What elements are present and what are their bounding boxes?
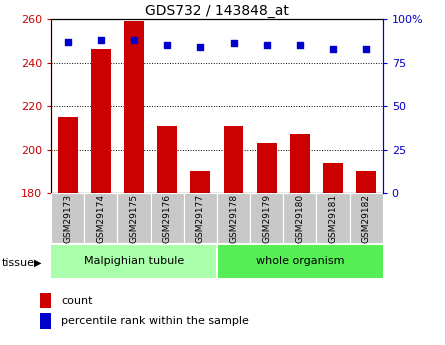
Text: GSM29180: GSM29180 [295, 194, 304, 243]
Text: count: count [61, 296, 93, 306]
Bar [257, 143, 277, 193]
Bar [91, 49, 111, 193]
Point [230, 41, 237, 46]
Bar [217, 245, 383, 278]
Point [263, 42, 270, 48]
Bar [157, 126, 177, 193]
Text: Malpighian tubule: Malpighian tubule [84, 256, 184, 266]
Bar [40, 313, 51, 329]
Text: GSM29178: GSM29178 [229, 194, 238, 243]
Bar [223, 126, 243, 193]
Bar [250, 193, 283, 243]
Text: GSM29174: GSM29174 [97, 194, 105, 243]
Bar [290, 135, 310, 193]
Text: GSM29179: GSM29179 [262, 194, 271, 243]
Title: GDS732 / 143848_at: GDS732 / 143848_at [145, 4, 289, 18]
Text: GSM29173: GSM29173 [63, 194, 72, 243]
Text: GSM29181: GSM29181 [328, 194, 337, 243]
Text: ▶: ▶ [34, 258, 42, 268]
Point [130, 37, 138, 43]
Text: percentile rank within the sample: percentile rank within the sample [61, 316, 249, 326]
Bar [51, 245, 217, 278]
Bar [51, 193, 84, 243]
Bar [356, 171, 376, 193]
Bar [58, 117, 78, 193]
Text: tissue: tissue [2, 258, 35, 268]
Point [97, 37, 105, 43]
Bar [124, 21, 144, 193]
Point [64, 39, 71, 45]
Bar [350, 193, 383, 243]
Point [296, 42, 303, 48]
Bar [190, 171, 210, 193]
Text: GSM29177: GSM29177 [196, 194, 205, 243]
Text: whole organism: whole organism [255, 256, 344, 266]
Text: GSM29175: GSM29175 [129, 194, 138, 243]
Text: GSM29182: GSM29182 [362, 194, 371, 243]
Point [363, 46, 370, 51]
Bar [40, 293, 51, 308]
Point [197, 44, 204, 50]
Text: GSM29176: GSM29176 [163, 194, 172, 243]
Bar [117, 193, 150, 243]
Bar [323, 163, 343, 193]
Bar [184, 193, 217, 243]
Bar [85, 193, 117, 243]
Point [164, 42, 171, 48]
Bar [283, 193, 316, 243]
Bar [150, 193, 184, 243]
Bar [316, 193, 350, 243]
Bar [217, 193, 250, 243]
Point [329, 46, 336, 51]
